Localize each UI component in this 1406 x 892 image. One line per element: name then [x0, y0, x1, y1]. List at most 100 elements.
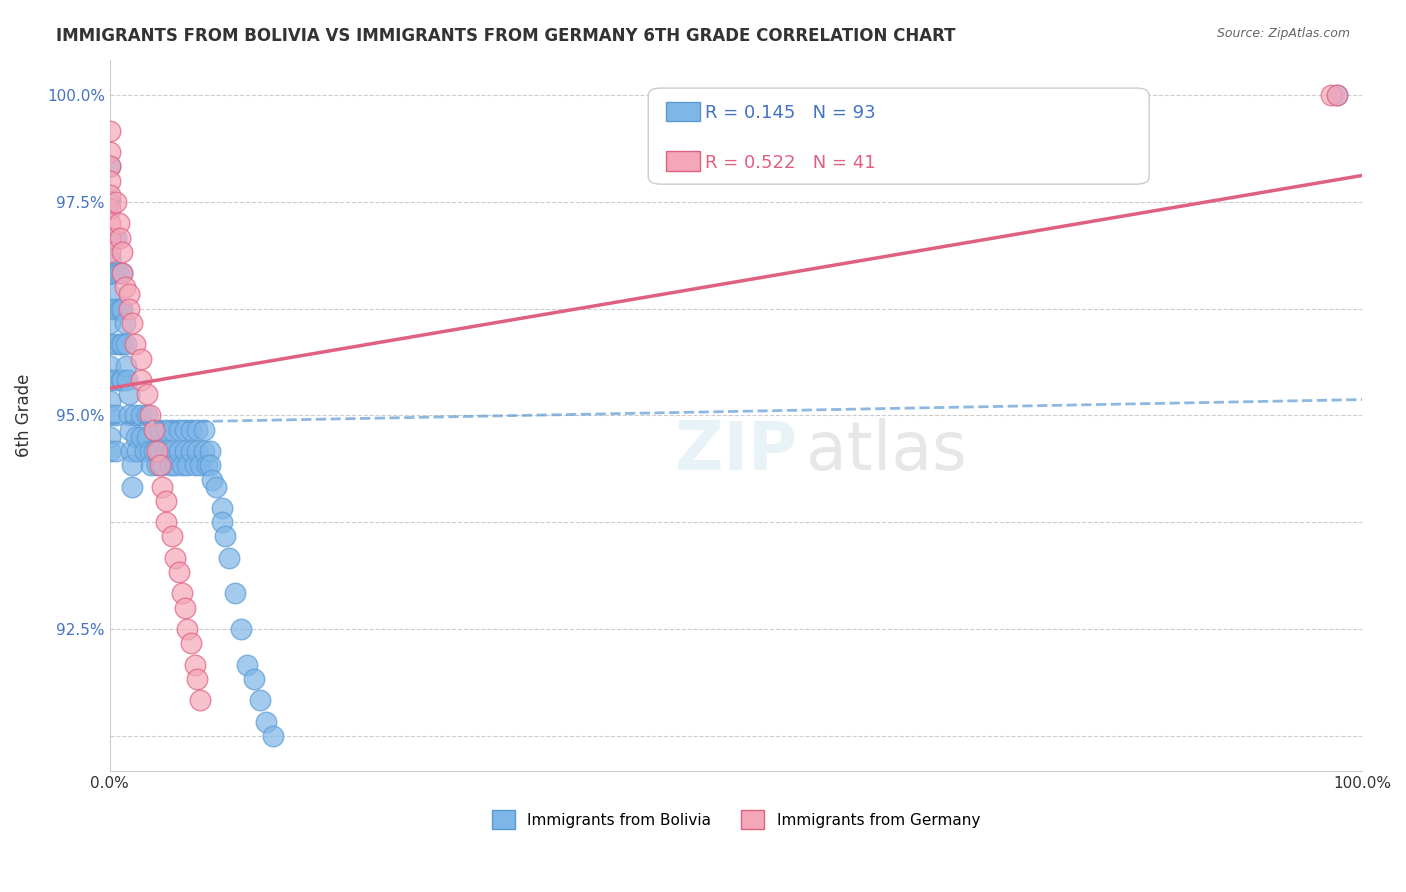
Point	[262, 729, 284, 743]
Point	[172, 458, 194, 473]
Point	[163, 458, 186, 473]
Text: Source: ZipAtlas.com: Source: ZipAtlas.com	[1216, 27, 1350, 40]
Point	[98, 194, 121, 209]
Point	[150, 458, 173, 473]
Point	[98, 409, 121, 423]
Point	[162, 529, 184, 543]
Point	[155, 444, 177, 458]
Point	[150, 480, 173, 494]
Point	[136, 409, 159, 423]
Point	[146, 444, 169, 458]
Point	[193, 444, 215, 458]
Point	[149, 444, 172, 458]
Point	[129, 351, 152, 366]
Point	[129, 373, 152, 387]
Point	[111, 266, 134, 280]
Point	[105, 194, 128, 209]
Point	[121, 316, 143, 330]
Point	[98, 394, 121, 409]
Point	[114, 316, 136, 330]
Point	[98, 316, 121, 330]
Point	[105, 266, 128, 280]
Point	[186, 423, 208, 437]
FancyBboxPatch shape	[648, 88, 1149, 184]
Point	[211, 501, 233, 516]
Point	[105, 373, 128, 387]
Text: R = 0.145   N = 93: R = 0.145 N = 93	[699, 95, 869, 113]
Point	[159, 458, 181, 473]
Point	[155, 494, 177, 508]
Point	[98, 244, 121, 259]
Point	[98, 230, 121, 244]
Point	[98, 216, 121, 230]
Point	[117, 301, 139, 316]
Text: ZIP: ZIP	[675, 418, 797, 484]
Point	[1319, 88, 1341, 103]
Point	[108, 301, 131, 316]
Point	[142, 444, 165, 458]
Point	[98, 145, 121, 160]
Point	[98, 430, 121, 444]
Point	[211, 515, 233, 529]
Text: R = 0.522   N = 41: R = 0.522 N = 41	[699, 145, 869, 163]
Point	[98, 230, 121, 244]
Point	[98, 444, 121, 458]
Point	[118, 423, 141, 437]
Point	[176, 622, 198, 636]
Point	[188, 693, 211, 707]
Point	[224, 586, 246, 600]
Point	[107, 216, 129, 230]
Point	[149, 458, 172, 473]
Point	[167, 423, 190, 437]
Point	[198, 458, 221, 473]
Point	[186, 444, 208, 458]
Point	[98, 252, 121, 266]
Point	[242, 672, 264, 686]
Point	[98, 160, 121, 174]
Point	[105, 230, 128, 244]
Point	[186, 672, 208, 686]
Legend: Immigrants from Bolivia, Immigrants from Germany: Immigrants from Bolivia, Immigrants from…	[485, 804, 986, 835]
Point	[167, 565, 190, 579]
Point	[107, 266, 129, 280]
Point	[98, 359, 121, 373]
Point	[111, 337, 134, 351]
Point	[129, 430, 152, 444]
Point	[124, 409, 146, 423]
Point	[180, 444, 202, 458]
Point	[1326, 88, 1348, 103]
Point	[115, 359, 138, 373]
Point	[98, 124, 121, 138]
Point	[98, 301, 121, 316]
Point	[163, 550, 186, 565]
Point	[117, 287, 139, 301]
Point	[114, 280, 136, 294]
Point	[105, 301, 128, 316]
Text: R = 0.522   N = 41: R = 0.522 N = 41	[704, 153, 875, 172]
Text: IMMIGRANTS FROM BOLIVIA VS IMMIGRANTS FROM GERMANY 6TH GRADE CORRELATION CHART: IMMIGRANTS FROM BOLIVIA VS IMMIGRANTS FR…	[56, 27, 956, 45]
Point	[136, 430, 159, 444]
Y-axis label: 6th Grade: 6th Grade	[15, 374, 32, 458]
Point	[173, 423, 195, 437]
Point	[139, 458, 162, 473]
Point	[193, 423, 215, 437]
FancyBboxPatch shape	[666, 152, 700, 170]
Point	[111, 244, 134, 259]
Point	[1326, 88, 1348, 103]
Point	[149, 423, 172, 437]
Point	[139, 444, 162, 458]
Point	[121, 480, 143, 494]
Point	[205, 480, 228, 494]
Point	[127, 444, 149, 458]
Point	[214, 529, 236, 543]
Point	[155, 423, 177, 437]
Point	[162, 423, 184, 437]
Point	[172, 586, 194, 600]
Point	[198, 444, 221, 458]
Point	[110, 373, 132, 387]
Point	[98, 287, 121, 301]
Point	[129, 409, 152, 423]
Point	[173, 600, 195, 615]
Point	[249, 693, 271, 707]
Point	[136, 387, 159, 401]
